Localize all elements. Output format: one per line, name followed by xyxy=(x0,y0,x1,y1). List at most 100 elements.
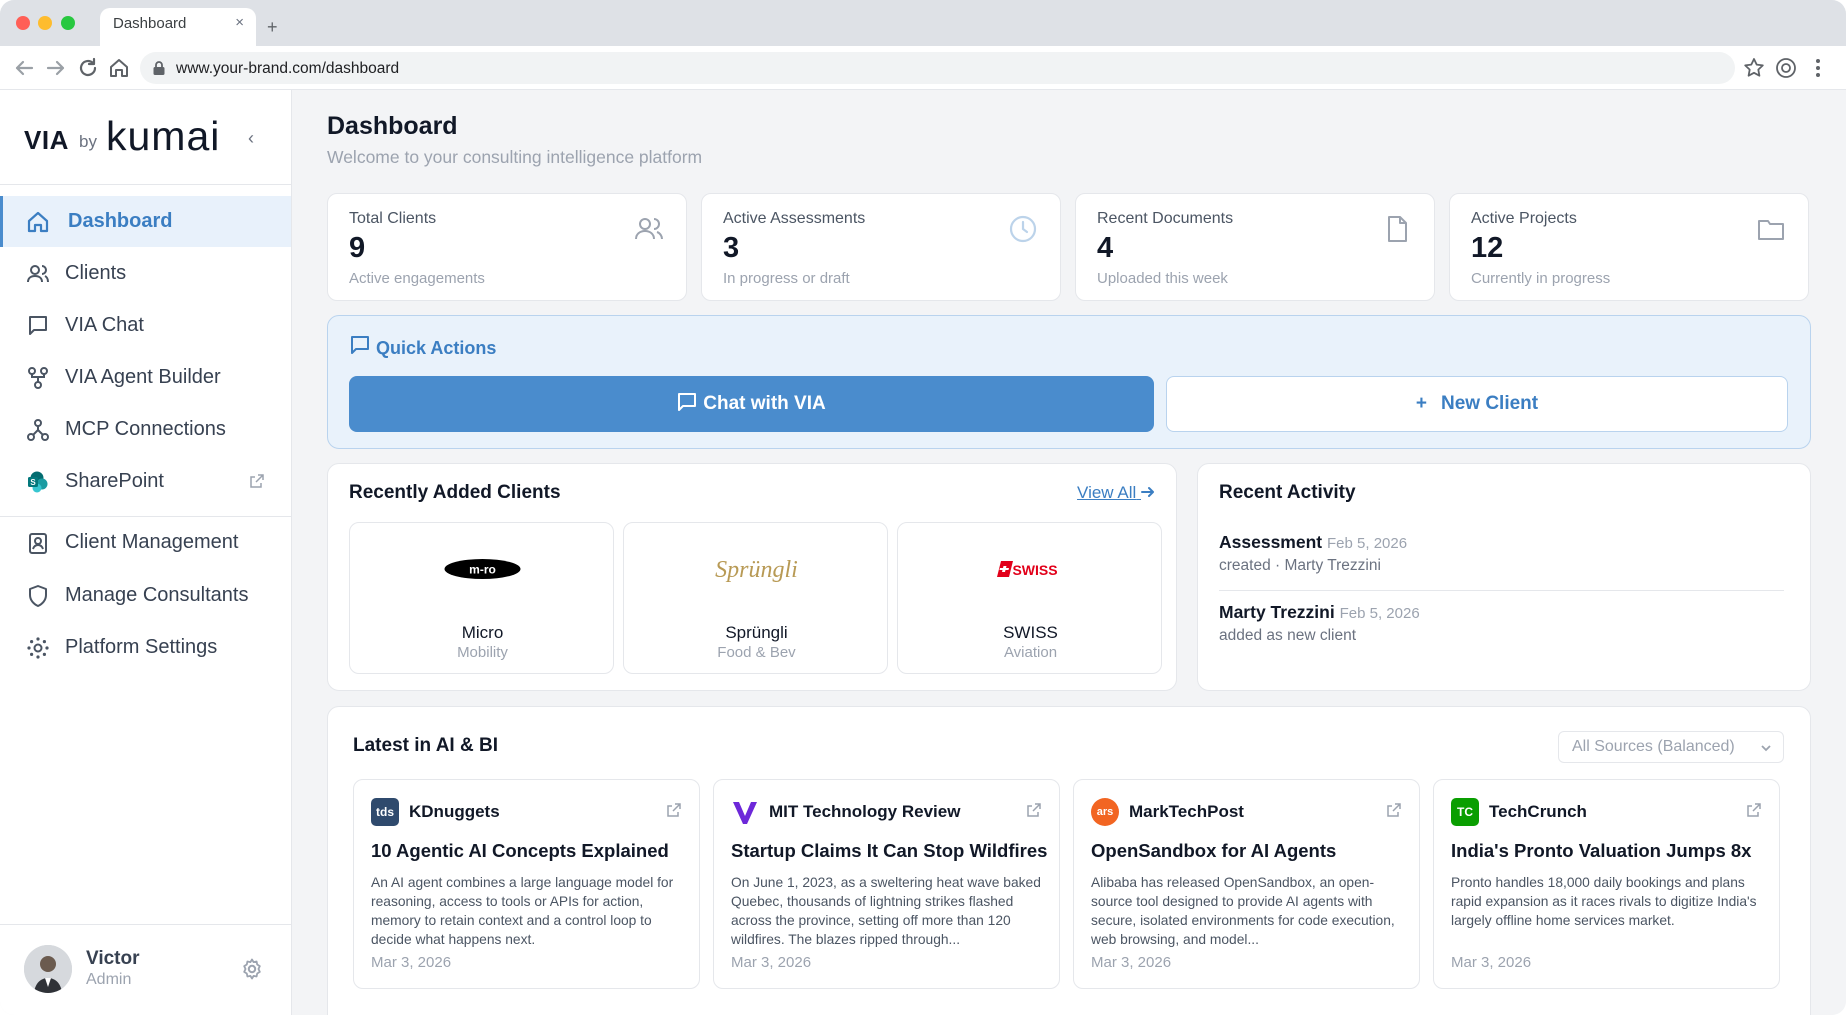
sidebar-item-client-management[interactable]: Client Management xyxy=(0,517,291,568)
forward-icon[interactable] xyxy=(44,56,68,80)
main-content: Dashboard Welcome to your consulting int… xyxy=(293,90,1846,1015)
tab-close-icon[interactable]: × xyxy=(235,14,244,31)
marktechpost-logo-icon: ars xyxy=(1091,798,1119,826)
document-icon xyxy=(1388,216,1407,242)
client-sector: Aviation xyxy=(1003,644,1058,661)
news-headline[interactable]: Startup Claims It Can Stop Wildfires xyxy=(731,840,1048,861)
page-subtitle: Welcome to your consulting intelligence … xyxy=(327,147,703,167)
sidebar-item-manage-consultants[interactable]: Manage Consultants xyxy=(0,570,291,621)
chat-icon xyxy=(29,316,47,335)
sidebar-item-label: Client Management xyxy=(65,531,239,553)
news-card[interactable]: MIT Technology Review Startup Claims It … xyxy=(713,779,1060,989)
new-client-button[interactable]: + New Client xyxy=(1166,376,1788,432)
sidebar-divider xyxy=(0,516,292,517)
stat-card-active-assessments[interactable]: Active Assessments 3 In progress or draf… xyxy=(701,193,1061,301)
recent-clients-panel: Recently Added Clients View All m-ro Mic… xyxy=(327,463,1177,691)
external-link-icon[interactable] xyxy=(1386,802,1402,818)
avatar xyxy=(24,945,72,993)
svg-text:S: S xyxy=(30,478,36,487)
sidebar-divider xyxy=(0,184,292,185)
stat-card-total-clients[interactable]: Total Clients 9 Active engagements xyxy=(327,193,687,301)
sidebar-item-label: Clients xyxy=(65,262,127,284)
sidebar-item-clients[interactable]: Clients xyxy=(0,248,291,299)
external-link-icon[interactable] xyxy=(666,802,682,818)
folder-icon xyxy=(1758,220,1784,240)
sidebar-item-via-chat[interactable]: VIA Chat xyxy=(0,300,291,351)
minimize-window-button[interactable] xyxy=(38,16,52,30)
sidebar-item-sharepoint[interactable]: S SharePoint xyxy=(0,456,291,507)
user-name: Victor xyxy=(86,948,140,969)
address-bar[interactable]: www.your-brand.com/dashboard xyxy=(140,52,1735,84)
lock-icon xyxy=(153,61,165,75)
news-card[interactable]: ars MarkTechPost OpenSandbox for AI Agen… xyxy=(1073,779,1420,989)
client-name: SWISS xyxy=(1003,623,1058,642)
sidebar-item-dashboard[interactable]: Dashboard xyxy=(0,196,291,247)
chat-icon xyxy=(678,393,697,411)
collapse-sidebar-button[interactable]: ‹ xyxy=(248,128,254,148)
activity-item[interactable]: Assessment Feb 5, 2026 created · Marty T… xyxy=(1219,532,1784,575)
sidebar-item-label: VIA Chat xyxy=(65,314,144,336)
news-title: Latest in AI & BI xyxy=(353,735,498,756)
stat-card-recent-documents[interactable]: Recent Documents 4 Uploaded this week xyxy=(1075,193,1435,301)
home-button-icon[interactable] xyxy=(107,56,131,80)
news-card[interactable]: TC TechCrunch India's Pronto Valuation J… xyxy=(1433,779,1780,989)
close-window-button[interactable] xyxy=(16,16,30,30)
news-source: KDnuggets xyxy=(409,802,500,821)
sidebar-item-mcp-connections[interactable]: MCP Connections xyxy=(0,404,291,455)
client-card-swiss[interactable]: SWISS SWISS Aviation xyxy=(897,522,1162,674)
sprungli-logo: Sprüngli xyxy=(624,551,889,587)
news-body: Pronto handles 18,000 daily bookings and… xyxy=(1451,875,1757,928)
activity-head: Assessment xyxy=(1219,532,1323,552)
news-source-select[interactable]: All Sources (Balanced) xyxy=(1558,731,1784,763)
more-menu-icon[interactable] xyxy=(1808,56,1828,80)
connections-icon xyxy=(27,419,49,441)
reload-icon[interactable] xyxy=(76,56,100,80)
external-link-icon[interactable] xyxy=(1746,802,1762,818)
news-headline[interactable]: OpenSandbox for AI Agents xyxy=(1091,840,1337,861)
news-headline[interactable]: India's Pronto Valuation Jumps 8x xyxy=(1451,840,1752,861)
stat-value: 9 xyxy=(349,232,366,264)
news-source: TechCrunch xyxy=(1489,802,1587,821)
news-headline[interactable]: 10 Agentic AI Concepts Explained xyxy=(371,840,669,861)
new-tab-button[interactable]: + xyxy=(267,17,278,37)
view-all-link[interactable]: View All xyxy=(1077,483,1155,503)
news-date: Mar 3, 2026 xyxy=(371,954,452,971)
activity-sub: created · Marty Trezzini xyxy=(1219,557,1381,574)
bookmark-star-icon[interactable] xyxy=(1742,56,1766,80)
stat-value: 12 xyxy=(1471,232,1504,264)
micro-logo: m-ro xyxy=(350,551,615,587)
tab-title: Dashboard xyxy=(113,15,187,32)
extension-icon[interactable] xyxy=(1774,56,1798,80)
tab-bar: Dashboard × + xyxy=(0,0,1846,46)
gear-icon[interactable] xyxy=(240,957,264,981)
chat-icon xyxy=(351,336,369,354)
page-title: Dashboard xyxy=(327,112,458,140)
stat-label: Total Clients xyxy=(349,210,437,227)
svg-text:SWISS: SWISS xyxy=(1012,562,1057,578)
external-link-icon[interactable] xyxy=(1026,802,1042,818)
user-profile[interactable]: Victor Admin xyxy=(0,924,292,1015)
svg-text:m-ro: m-ro xyxy=(469,563,496,577)
news-date: Mar 3, 2026 xyxy=(1451,954,1532,971)
swiss-logo: SWISS xyxy=(898,551,1163,587)
back-icon[interactable] xyxy=(12,56,36,80)
browser-tab[interactable]: Dashboard × xyxy=(100,8,256,46)
sidebar-item-platform-settings[interactable]: Platform Settings xyxy=(0,622,291,673)
stat-card-active-projects[interactable]: Active Projects 12 Currently in progress xyxy=(1449,193,1809,301)
news-date: Mar 3, 2026 xyxy=(731,954,812,971)
stat-label: Recent Documents xyxy=(1097,210,1234,227)
client-card-micro[interactable]: m-ro Micro Mobility xyxy=(349,522,614,674)
news-source-value: All Sources (Balanced) xyxy=(1572,738,1735,755)
activity-item[interactable]: Marty Trezzini Feb 5, 2026 added as new … xyxy=(1219,602,1784,645)
chat-with-via-button[interactable]: Chat with VIA xyxy=(349,376,1154,432)
home-icon xyxy=(27,211,49,233)
news-card[interactable]: tds KDnuggets 10 Agentic AI Concepts Exp… xyxy=(353,779,700,989)
stat-label: Active Assessments xyxy=(723,210,866,227)
techcrunch-logo-icon: TC xyxy=(1451,798,1479,826)
view-all-label: View All xyxy=(1077,483,1137,502)
sidebar-item-via-agent-builder[interactable]: VIA Agent Builder xyxy=(0,352,291,403)
chat-with-via-label: Chat with VIA xyxy=(703,393,826,414)
client-card-sprungli[interactable]: Sprüngli Sprüngli Food & Bev xyxy=(623,522,888,674)
maximize-window-button[interactable] xyxy=(61,16,75,30)
